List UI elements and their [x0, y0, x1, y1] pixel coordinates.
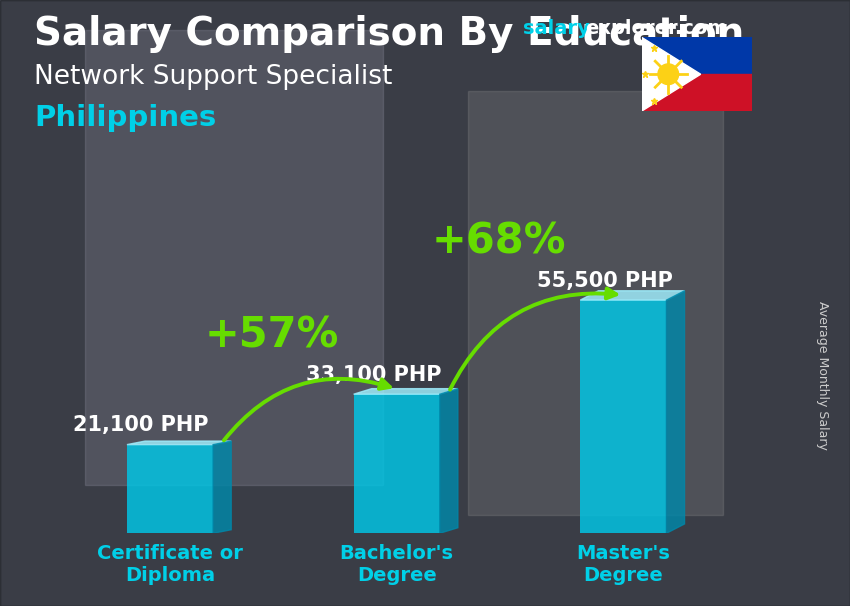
Bar	[354, 395, 439, 533]
Text: Salary Comparison By Education: Salary Comparison By Education	[34, 15, 745, 53]
Bar	[127, 445, 213, 533]
Polygon shape	[439, 388, 458, 533]
Text: 21,100 PHP: 21,100 PHP	[73, 415, 208, 435]
Bar	[642, 74, 752, 111]
Text: salary: salary	[523, 19, 590, 38]
Polygon shape	[354, 388, 458, 395]
Polygon shape	[642, 38, 700, 111]
Polygon shape	[127, 441, 231, 445]
Bar	[468, 91, 722, 515]
Text: Network Support Specialist: Network Support Specialist	[34, 64, 393, 90]
Text: explorer.com: explorer.com	[585, 19, 728, 38]
Polygon shape	[213, 441, 231, 533]
Bar	[581, 300, 666, 533]
Polygon shape	[666, 291, 684, 533]
Circle shape	[658, 64, 678, 85]
Polygon shape	[581, 291, 684, 300]
Bar	[642, 38, 752, 74]
Text: 33,100 PHP: 33,100 PHP	[306, 365, 442, 385]
Text: +57%: +57%	[205, 315, 339, 356]
Bar	[85, 30, 382, 485]
Text: Average Monthly Salary: Average Monthly Salary	[816, 301, 829, 450]
Text: Philippines: Philippines	[34, 104, 216, 132]
Text: +68%: +68%	[432, 220, 566, 262]
Text: 55,500 PHP: 55,500 PHP	[537, 271, 673, 291]
